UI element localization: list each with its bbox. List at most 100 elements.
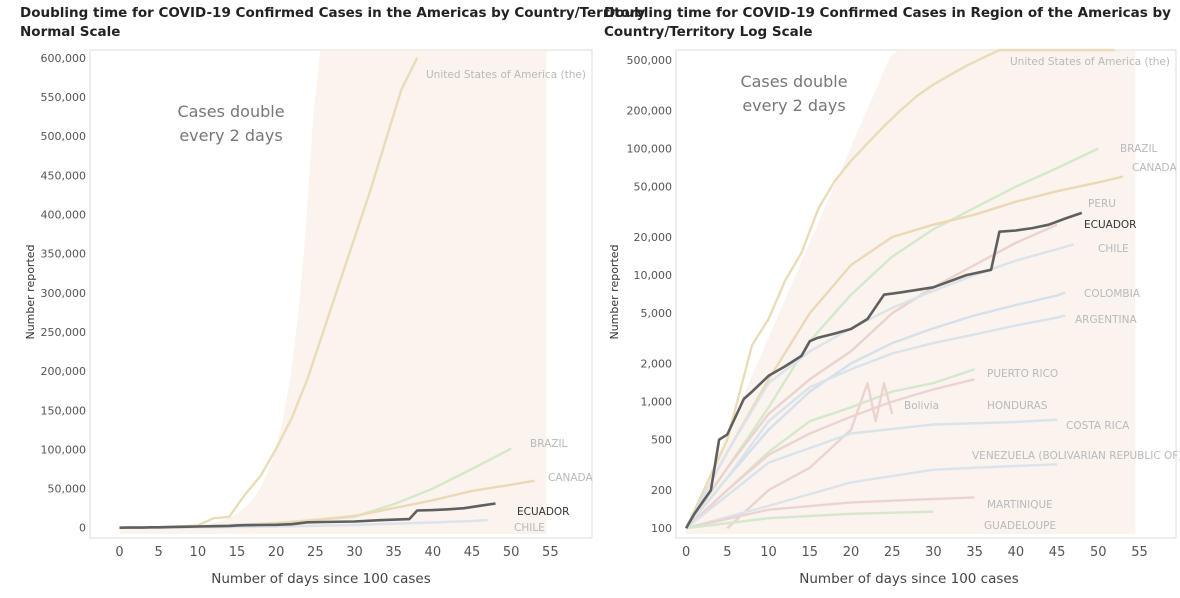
left-y-tick-label: 450,000 bbox=[41, 169, 87, 182]
left-y-axis-label: Number reported bbox=[24, 244, 37, 339]
right-series-line-chile bbox=[685, 243, 1074, 529]
right-x-tick-label: 50 bbox=[1090, 545, 1107, 560]
right-series-label-venezuela-bolivarian-republic-of: VENEZUELA (BOLIVARIAN REPUBLIC OF) bbox=[972, 450, 1180, 462]
right-chart-svg: 1002005001,0002,0005,00010,00020,00050,0… bbox=[608, 48, 1180, 587]
right-x-tick-label: 10 bbox=[760, 545, 777, 560]
right-series-label-ecuador: ECUADOR bbox=[1084, 219, 1136, 231]
right-chart-title-line1: Doubling time for COVID-19 Confirmed Cas… bbox=[604, 5, 1171, 21]
left-chart-title-line1: Doubling time for COVID-19 Confirmed Cas… bbox=[20, 5, 646, 21]
right-x-tick-label: 5 bbox=[723, 545, 731, 560]
right-y-axis-label: Number reported bbox=[608, 244, 621, 339]
right-y-tick-label: 200 bbox=[651, 484, 672, 497]
right-y-tick-label: 20,000 bbox=[634, 231, 673, 244]
right-x-tick-label: 55 bbox=[1131, 545, 1148, 560]
right-chart-title: Doubling time for COVID-19 Confirmed Cas… bbox=[604, 4, 1171, 42]
left-x-tick-label: 35 bbox=[385, 545, 402, 560]
right-series-line-ecuador bbox=[684, 211, 1083, 529]
right-series-label-united-states-of-america-the: United States of America (the) bbox=[1010, 56, 1170, 68]
right-y-tick-label: 200,000 bbox=[627, 104, 673, 117]
right-x-tick-label: 0 bbox=[682, 545, 690, 560]
left-x-axis-label: Number of days since 100 cases bbox=[211, 571, 430, 587]
left-y-tick-label: 350,000 bbox=[41, 248, 87, 261]
left-panel: Doubling time for COVID-19 Confirmed Cas… bbox=[20, 5, 645, 587]
left-series-label-united-states-of-america-the: United States of America (the) bbox=[426, 69, 586, 81]
right-series-label-guadeloupe: GUADELOUPE bbox=[984, 520, 1056, 532]
right-x-tick-label: 40 bbox=[1008, 545, 1025, 560]
right-y-tick-label: 5,000 bbox=[641, 307, 673, 320]
right-series-line-honduras bbox=[685, 378, 975, 530]
left-y-tick-label: 550,000 bbox=[41, 91, 87, 104]
left-y-tick-label: 150,000 bbox=[41, 404, 87, 417]
right-x-tick-label: 25 bbox=[884, 545, 901, 560]
right-series-label-puerto-rico: PUERTO RICO bbox=[987, 368, 1058, 380]
left-doubling-band bbox=[119, 50, 566, 534]
right-series-label-argentina: ARGENTINA bbox=[1075, 314, 1137, 326]
right-x-tick-label: 15 bbox=[802, 545, 819, 560]
right-series-line-brazil bbox=[685, 147, 1099, 529]
left-series-label-brazil: BRAZIL bbox=[530, 438, 568, 450]
right-series-line-martinique bbox=[685, 496, 975, 530]
left-series-line-ecuador bbox=[119, 502, 496, 529]
right-x-tick-label: 20 bbox=[843, 545, 860, 560]
right-y-tick-label: 500 bbox=[651, 434, 672, 447]
left-series-label-ecuador: ECUADOR bbox=[517, 506, 569, 518]
right-series-label-chile: CHILE bbox=[1098, 243, 1129, 255]
right-y-tick-label: 10,000 bbox=[634, 269, 673, 282]
right-series-line-guadeloupe bbox=[685, 510, 934, 530]
left-x-tick-label: 20 bbox=[268, 545, 285, 560]
left-doubling-annotation-line: every 2 days bbox=[179, 126, 282, 145]
left-y-tick-label: 400,000 bbox=[41, 208, 87, 221]
right-x-axis-label: Number of days since 100 cases bbox=[799, 571, 1018, 587]
right-series-label-costa-rica: COSTA RICA bbox=[1066, 420, 1130, 432]
left-x-tick-label: 15 bbox=[229, 545, 246, 560]
right-series-line-bolivia bbox=[726, 381, 894, 530]
right-series-line-costa-rica bbox=[685, 418, 1058, 530]
right-series-label-peru: PERU bbox=[1088, 198, 1116, 210]
left-series-label-canada: CANADA bbox=[548, 472, 593, 484]
right-series-line-colombia bbox=[685, 291, 1066, 529]
left-y-tick-label: 300,000 bbox=[41, 287, 87, 300]
right-series-label-honduras: HONDURAS bbox=[987, 400, 1048, 412]
right-chart-title-line2: Country/Territory Log Scale bbox=[604, 24, 813, 40]
left-x-tick-label: 30 bbox=[346, 545, 363, 560]
left-series-label-chile: CHILE bbox=[514, 522, 545, 534]
left-x-tick-label: 10 bbox=[190, 545, 207, 560]
left-x-tick-label: 25 bbox=[307, 545, 324, 560]
left-series-line-united-states-of-america-the bbox=[119, 57, 419, 529]
left-y-tick-label: 500,000 bbox=[41, 130, 87, 143]
left-y-tick-label: 0 bbox=[79, 522, 86, 535]
right-y-tick-label: 100,000 bbox=[627, 142, 673, 155]
left-x-tick-label: 50 bbox=[503, 545, 520, 560]
left-chart-title: Doubling time for COVID-19 Confirmed Cas… bbox=[20, 4, 645, 42]
right-doubling-annotation-line: Cases double bbox=[740, 72, 847, 91]
right-y-tick-label: 100 bbox=[651, 522, 672, 535]
right-series-label-bolivia: Bolivia bbox=[904, 400, 939, 412]
left-x-tick-label: 55 bbox=[542, 545, 559, 560]
left-x-tick-label: 45 bbox=[464, 545, 481, 560]
right-series-label-martinique: MARTINIQUE bbox=[987, 499, 1053, 511]
right-series-label-colombia: COLOMBIA bbox=[1084, 288, 1141, 300]
left-y-tick-label: 200,000 bbox=[41, 365, 87, 378]
right-series-line-argentina bbox=[685, 314, 1066, 529]
left-y-tick-label: 600,000 bbox=[41, 52, 87, 65]
right-series-line-united-states-of-america-the bbox=[685, 48, 1115, 529]
left-chart-svg: 0 50,000 100,000 150,000 200,000 250,000 300,0… bbox=[24, 49, 593, 587]
left-y-tick-label: 250,000 bbox=[41, 326, 87, 339]
right-series-line-canada bbox=[685, 175, 1124, 529]
right-y-tick-label: 50,000 bbox=[634, 181, 673, 194]
left-y-tick-label: 100,000 bbox=[41, 443, 87, 456]
right-panel: Doubling time for COVID-19 Confirmed Cas… bbox=[598, 0, 1180, 598]
right-series-label-brazil: BRAZIL bbox=[1120, 143, 1158, 155]
left-x-tick-label: 40 bbox=[425, 545, 442, 560]
right-x-tick-label: 35 bbox=[966, 545, 983, 560]
right-doubling-band bbox=[686, 50, 1156, 534]
right-series-label-canada: CANADA bbox=[1132, 162, 1177, 174]
right-y-tick-label: 500,000 bbox=[627, 54, 673, 67]
left-x-tick-label: 0 bbox=[115, 545, 123, 560]
right-x-tick-label: 45 bbox=[1049, 545, 1066, 560]
left-doubling-annotation-line: Cases double bbox=[177, 102, 284, 121]
left-y-tick-label: 50,000 bbox=[48, 483, 87, 496]
left-x-tick-label: 5 bbox=[155, 545, 163, 560]
right-doubling-annotation-line: every 2 days bbox=[742, 96, 845, 115]
right-y-tick-label: 2,000 bbox=[641, 358, 673, 371]
